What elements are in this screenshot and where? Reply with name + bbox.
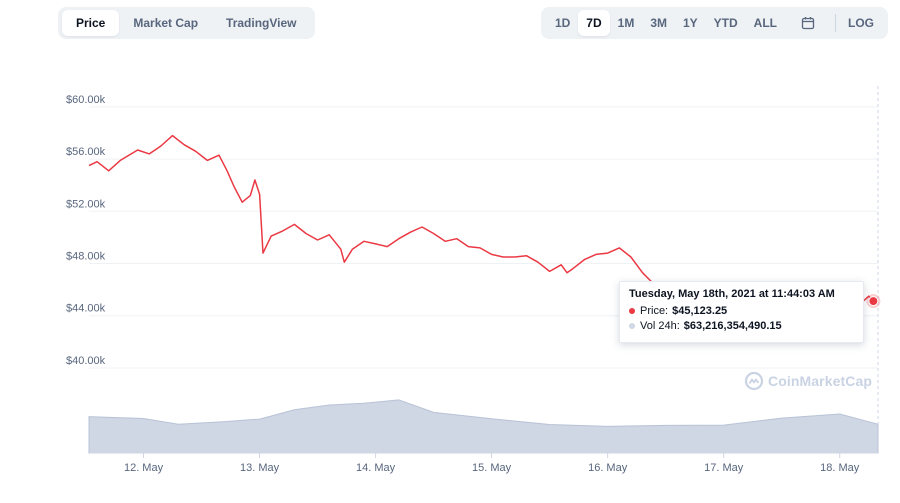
log-scale-button[interactable]: LOG [848, 16, 874, 30]
range-1d-button[interactable]: 1D [554, 16, 571, 30]
tooltip-volume-row: Vol 24h: $63,216,354,490.15 [629, 320, 854, 332]
coinmarketcap-watermark: CoinMarketCap [744, 371, 872, 391]
watermark-text: CoinMarketCap [768, 373, 872, 389]
tooltip-price-row: Price: $45,123.25 [629, 305, 854, 317]
range-7d-button[interactable]: 7D [578, 10, 610, 36]
volume-area [88, 399, 879, 454]
x-tick-label: 12. May [124, 462, 164, 474]
price-dot-icon [629, 308, 635, 314]
x-tick-label: 17. May [704, 462, 744, 474]
volume-dot-icon [629, 323, 635, 329]
range-button-group: 1D 7D 1M 3M 1Y YTD ALL [547, 10, 785, 36]
y-tick-label: $48.00k [66, 251, 106, 263]
range-1y-button[interactable]: 1Y [682, 16, 698, 30]
calendar-button[interactable] [785, 10, 831, 36]
x-axis: 12. May 13. May 14. May 15. May 16. May 17. M… [89, 452, 878, 474]
hover-cursor-layer [866, 294, 881, 309]
y-tick-label: $44.00k [66, 303, 106, 315]
chart-tooltip: Tuesday, May 18th, 2021 at 11:44:03 AM P… [619, 281, 864, 343]
tab-tradingview[interactable]: TradingView [226, 16, 297, 30]
tab-price[interactable]: Price [62, 10, 120, 36]
chart-gridlines [89, 86, 879, 453]
volume-area-layer [88, 399, 879, 454]
x-tick-label: 16. May [588, 462, 628, 474]
time-range-selector: 1D 7D 1M 3M 1Y YTD ALL LOG [540, 7, 888, 39]
x-tick-label: 13. May [240, 462, 280, 474]
y-tick-label: $52.00k [66, 198, 106, 210]
tooltip-volume-label: Vol 24h: [640, 320, 680, 332]
x-tick-label: 15. May [472, 462, 512, 474]
calendar-icon [801, 17, 815, 30]
range-all-button[interactable]: ALL [753, 16, 777, 30]
x-tick-label: 18. May [820, 462, 860, 474]
chart-type-tabs: Price Market Cap TradingView [58, 7, 315, 39]
range-3m-button[interactable]: 3M [650, 16, 667, 30]
range-separator [835, 14, 836, 32]
tooltip-price-value: $45,123.25 [672, 305, 728, 317]
x-tick-label: 14. May [356, 462, 396, 474]
y-tick-label: $56.00k [66, 146, 106, 158]
tooltip-price-label: Price: [640, 305, 669, 317]
y-axis: $40.00k $44.00k $48.00k $52.00k $56.00k $60.0… [66, 94, 106, 367]
tab-market-cap[interactable]: Market Cap [133, 16, 199, 30]
tooltip-title: Tuesday, May 18th, 2021 at 11:44:03 AM [629, 288, 835, 300]
y-tick-label: $40.00k [66, 355, 106, 367]
range-ytd-button[interactable]: YTD [713, 16, 738, 30]
y-tick-label: $60.00k [66, 94, 106, 106]
tooltip-volume-value: $63,216,354,490.15 [683, 320, 782, 332]
coinmarketcap-logo-icon [744, 371, 764, 391]
hover-point [868, 296, 879, 307]
range-1m-button[interactable]: 1M [617, 16, 635, 30]
